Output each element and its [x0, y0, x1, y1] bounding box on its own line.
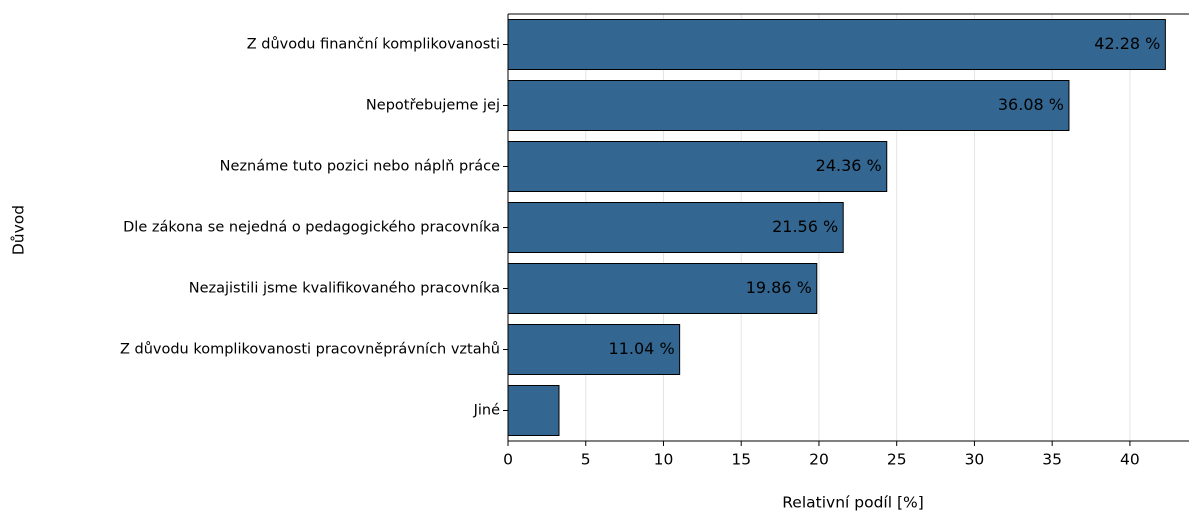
x-tick-label: 40	[1120, 451, 1140, 469]
value-label: 24.36 %	[816, 156, 882, 175]
value-label: 11.04 %	[609, 339, 675, 358]
bar	[507, 80, 1070, 131]
y-axis-label: Důvod	[10, 205, 28, 255]
y-tick-label: Z důvodu finanční komplikovanosti	[247, 37, 500, 53]
bar	[507, 324, 681, 375]
bar	[507, 141, 888, 192]
bar	[507, 19, 1166, 70]
x-tick-label: 5	[581, 451, 591, 469]
bar	[507, 385, 560, 436]
y-tick-label: Dle zákona se nejedná o pedagogického pr…	[123, 220, 500, 236]
y-tick-label: Nepotřebujeme jej	[366, 98, 500, 114]
x-tick-label: 20	[809, 451, 829, 469]
x-tick-label: 25	[887, 451, 907, 469]
x-tick-label: 10	[654, 451, 674, 469]
value-label: 19.86 %	[746, 278, 812, 297]
y-tick-label: Jiné	[473, 403, 500, 419]
value-label: 42.28 %	[1094, 34, 1160, 53]
y-tick-label: Nezajistili jsme kvalifikovaného pracovn…	[189, 281, 500, 297]
bar	[507, 202, 844, 253]
x-tick-label: 15	[731, 451, 751, 469]
x-tick-label: 35	[1042, 451, 1062, 469]
value-label: 21.56 %	[772, 217, 838, 236]
y-tick-label: Z důvodu komplikovanosti pracovněprávníc…	[120, 342, 500, 358]
x-tick-label: 30	[965, 451, 985, 469]
x-axis-label: Relativní podíl [%]	[782, 494, 924, 512]
value-label: 36.08 %	[998, 95, 1064, 114]
y-tick-label: Neznáme tuto pozici nebo náplň práce	[220, 159, 500, 175]
x-tick-label: 0	[503, 451, 513, 469]
bar	[507, 263, 818, 314]
